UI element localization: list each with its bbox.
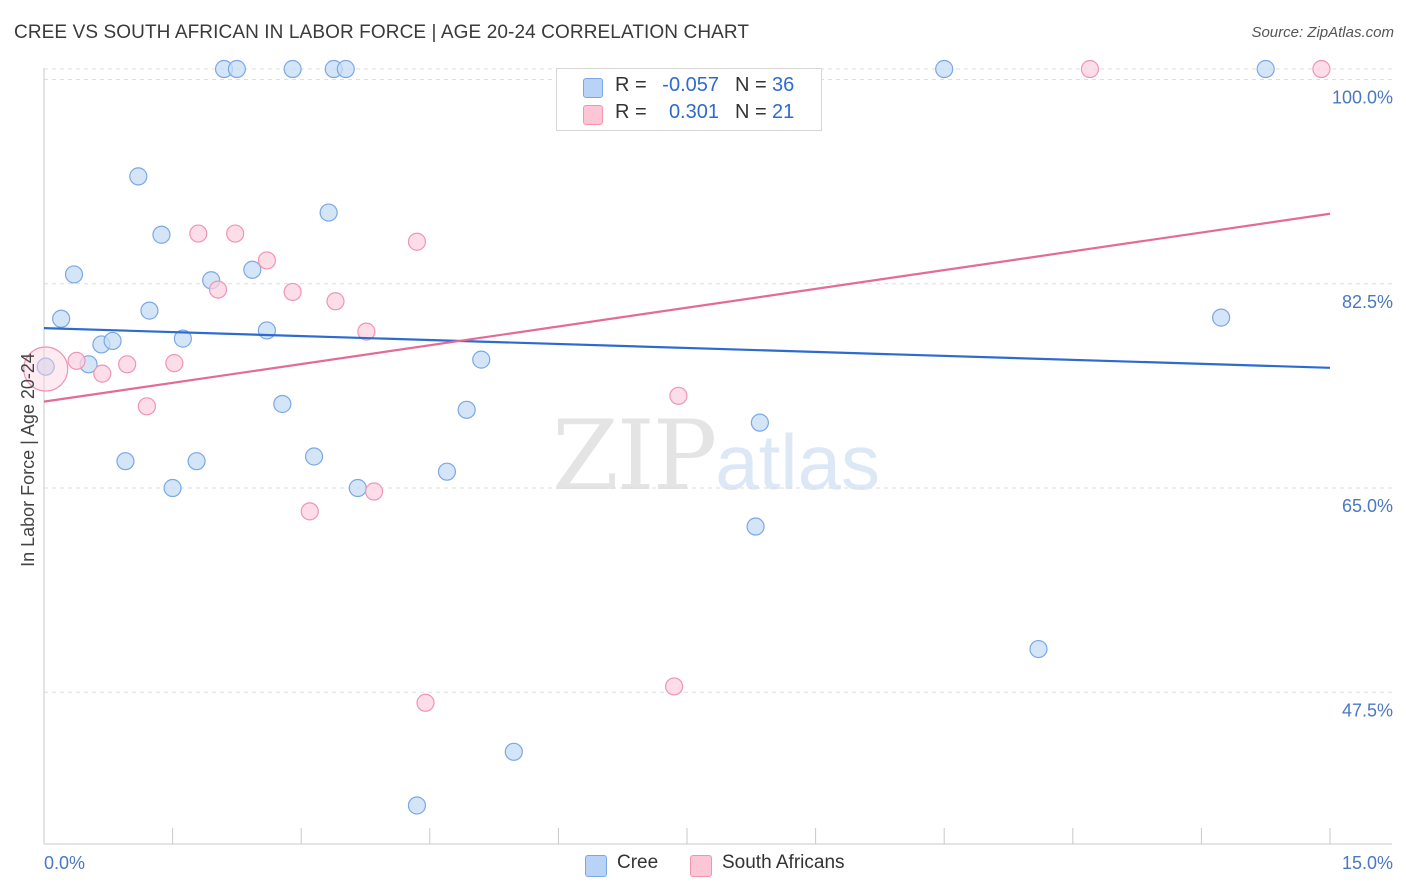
data-point-cree xyxy=(1256,59,1275,79)
legend-n-value: 21 xyxy=(772,101,795,123)
data-point-south-africans xyxy=(326,292,345,311)
x-tick-label: 15.0% xyxy=(1342,853,1393,873)
watermark-atlas: atlas xyxy=(715,418,880,506)
trend-layer xyxy=(43,212,1331,403)
data-point-cree xyxy=(173,329,192,348)
watermark-zip: ZIP xyxy=(552,400,717,512)
data-point-cree xyxy=(116,452,135,471)
data-point-cree xyxy=(746,517,765,536)
trend-line-south-africans xyxy=(43,212,1331,403)
data-point-cree xyxy=(319,203,338,222)
data-point-south-africans xyxy=(165,354,184,373)
legend-r-value: -0.057 xyxy=(662,74,719,96)
data-point-south-africans xyxy=(208,280,228,299)
data-point-south-africans xyxy=(357,322,376,341)
bottom-legend-label: South Africans xyxy=(722,852,845,873)
data-point-south-africans xyxy=(118,355,137,374)
y-tick-label: 100.0% xyxy=(1332,88,1393,108)
x-tick-label: 0.0% xyxy=(44,853,85,873)
y-axis-label: In Labor Force | Age 20-24 xyxy=(18,353,38,567)
data-point-cree xyxy=(348,478,367,498)
bottom-swatch-cree xyxy=(585,855,607,877)
data-point-south-africans xyxy=(300,502,319,521)
axis-layer: 100.0% 82.5% 65.0% 47.5% 0.0% 15.0% xyxy=(43,68,1393,873)
data-point-south-africans xyxy=(226,224,245,243)
legend-r-value: 0.301 xyxy=(668,101,719,123)
y-tick-label: 65.0% xyxy=(1342,496,1393,516)
data-point-cree xyxy=(437,462,457,481)
data-point-south-africans xyxy=(67,351,86,370)
legend-row-cree: R = -0.057 N = 36 xyxy=(557,73,821,101)
grid-layer xyxy=(44,68,1392,693)
source-credit: Source: ZipAtlas.com xyxy=(1251,24,1394,41)
data-point-south-africans xyxy=(189,224,208,243)
data-point-south-africans xyxy=(669,386,688,405)
data-point-cree xyxy=(140,301,159,320)
data-point-south-africans xyxy=(283,282,302,302)
legend-swatch-cree xyxy=(583,78,603,98)
data-point-cree xyxy=(750,413,769,432)
data-point-cree xyxy=(407,796,427,815)
data-point-south-africans xyxy=(23,346,69,392)
legend-r-label: R = xyxy=(615,101,647,123)
data-point-south-africans xyxy=(93,364,112,383)
legend-swatch-south-africans xyxy=(583,105,603,125)
bottom-swatch-south-africans xyxy=(690,855,712,877)
data-point-cree xyxy=(457,400,476,419)
data-point-cree xyxy=(504,742,523,761)
data-point-cree xyxy=(36,357,55,376)
data-point-south-africans xyxy=(416,693,435,712)
legend-row-south-africans: R = 0.301 N = 21 xyxy=(557,100,821,128)
data-point-cree xyxy=(273,394,292,414)
legend-n-label: N = xyxy=(735,101,767,123)
data-point-south-africans xyxy=(257,251,277,270)
bottom-legend-label: Cree xyxy=(617,852,659,873)
trend-line-cree xyxy=(43,327,1331,369)
data-point-cree xyxy=(257,321,277,340)
data-point-cree xyxy=(472,350,491,369)
data-point-cree xyxy=(336,59,355,79)
data-point-cree xyxy=(1212,308,1231,327)
legend-r-label: R = xyxy=(615,74,647,96)
data-point-cree xyxy=(103,331,122,351)
data-point-cree xyxy=(283,59,302,79)
correlation-legend: R = -0.057 N = 36 R = 0.301 N = 21 xyxy=(556,68,822,131)
data-point-cree xyxy=(64,265,84,284)
data-point-south-africans xyxy=(1312,59,1331,79)
y-tick-label: 47.5% xyxy=(1342,700,1393,720)
data-point-south-africans xyxy=(364,482,384,501)
data-point-south-africans xyxy=(137,397,156,416)
legend-n-label: N = xyxy=(735,74,767,96)
data-point-cree xyxy=(187,452,206,471)
data-point-cree xyxy=(163,478,182,498)
data-point-south-africans xyxy=(1080,59,1100,79)
data-point-cree xyxy=(227,59,246,79)
chart-title: CREE VS SOUTH AFRICAN IN LABOR FORCE | A… xyxy=(14,22,750,43)
points-layer xyxy=(23,59,1331,815)
data-point-cree xyxy=(243,260,262,279)
legend-n-value: 36 xyxy=(772,74,795,96)
data-point-south-africans xyxy=(665,677,684,696)
data-point-south-africans xyxy=(407,232,427,251)
watermark: ZIPatlas xyxy=(552,400,880,512)
data-point-cree xyxy=(129,167,148,186)
data-point-cree xyxy=(304,447,324,466)
data-point-cree xyxy=(152,225,171,244)
data-point-cree xyxy=(52,309,71,328)
y-tick-label: 82.5% xyxy=(1342,292,1393,312)
data-point-cree xyxy=(935,59,954,79)
data-point-cree xyxy=(1029,639,1048,659)
